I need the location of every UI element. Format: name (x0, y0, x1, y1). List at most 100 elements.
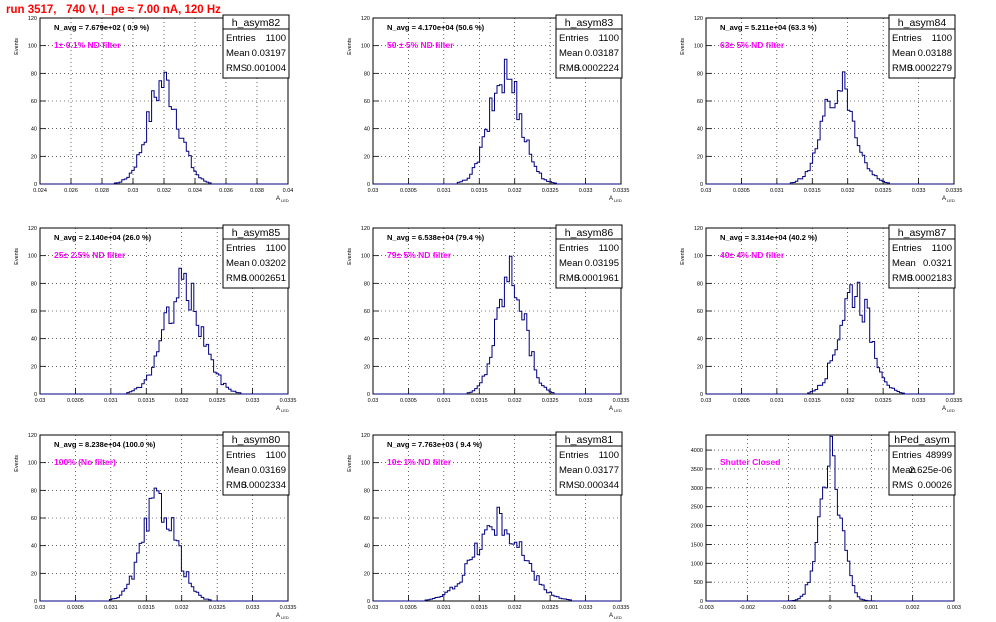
y-axis-label: Events (680, 38, 686, 55)
x-tick-label: 0.033 (579, 605, 593, 611)
panel-hPed_asym: 0 500 1000 1500 2000 2500 3000 3500 4000 -0.003 -0… (691, 431, 961, 611)
entries-label: Entries (559, 33, 589, 44)
rms-value: 0.001004 (246, 63, 286, 74)
stats-box (888, 431, 956, 496)
x-tick-label: 0.03 (701, 398, 712, 404)
x-tick-label: 0.038 (250, 188, 264, 194)
y-axis-label: Events (347, 38, 353, 55)
rms-value: 0.0002651 (241, 273, 286, 284)
x-tick-label: 0.028 (95, 188, 109, 194)
x-tick-label: 0.0315 (804, 188, 821, 194)
rms-label: RMS (559, 273, 580, 284)
x-tick-label: 0.0325 (875, 188, 892, 194)
histogram-name: h_asym80 (232, 434, 281, 446)
x-tick-label: 0.0315 (138, 398, 155, 404)
filter-label: 50 ± 5% ND filter (387, 40, 454, 50)
mean-value: 0.03177 (585, 465, 619, 476)
y-tick-label: 0 (700, 392, 703, 398)
entries-value: 1100 (932, 243, 952, 254)
histogram-name: h_asym84 (898, 17, 947, 29)
x-tick-label: 0.003 (947, 605, 961, 611)
x-tick-label: 0.03 (368, 605, 379, 611)
x-axis-label-subscript: LED (281, 408, 289, 413)
y-axis-label: Events (347, 455, 353, 472)
histogram-h_asym82 (40, 71, 288, 185)
y-axis-label: Events (680, 248, 686, 265)
x-tick-label: 0.0335 (946, 188, 963, 194)
y-tick-label: 20 (364, 571, 370, 577)
x-axis-label-subscript: LED (281, 615, 289, 620)
x-axis-label: A (609, 196, 613, 202)
y-tick-label: 100 (361, 461, 370, 467)
x-tick-label: 0.032 (841, 398, 855, 404)
rms-label: RMS (892, 63, 913, 74)
entries-value: 1100 (599, 243, 619, 254)
histogram-h_asym84 (706, 71, 954, 185)
histogram-h_asym87 (706, 281, 954, 395)
y-tick-label: 40 (31, 337, 37, 343)
navg-label: N_avg = 7.679e+02 ( 0.9 %) (54, 23, 150, 32)
x-tick-label: 0.024 (33, 188, 47, 194)
filter-label: 25± 2.5% ND filter (54, 250, 126, 260)
x-tick-label: 0.0335 (946, 398, 963, 404)
entries-label: Entries (226, 33, 256, 44)
histogram-h_asym80 (40, 487, 288, 602)
x-tick-label: 0.034 (188, 188, 202, 194)
mean-value: 0.03188 (918, 48, 952, 59)
x-tick-label: 0.0305 (400, 605, 417, 611)
rms-value: 0.0002183 (907, 273, 952, 284)
rms-value: 0.00026 (918, 480, 952, 491)
x-tick-label: 0.04 (283, 188, 294, 194)
x-tick-label: 0.033 (246, 398, 260, 404)
x-tick-label: 0.0305 (67, 398, 84, 404)
y-tick-label: 80 (364, 488, 370, 494)
mean-value: 2.625e-06 (909, 465, 952, 476)
panel-h_asym84: 0 20 40 60 80 100 120 0.03 0.0305 0.031 0.0315 0.03… (680, 14, 963, 203)
rms-value: 0.0002279 (907, 63, 952, 74)
entries-label: Entries (226, 450, 256, 461)
panel-h_asym80: 0 20 40 60 80 100 120 0.03 0.0305 0.031 0.0315 0.03… (14, 431, 296, 620)
entries-label: Entries (892, 243, 922, 254)
entries-value: 1100 (599, 33, 619, 44)
histogram-h_asym86 (373, 255, 621, 395)
y-tick-label: 4000 (691, 448, 703, 454)
x-axis-label-subscript: LED (281, 198, 289, 203)
mean-label: Mean (892, 465, 916, 476)
navg-label: N_avg = 6.538e+04 (79.4 %) (387, 233, 485, 242)
x-axis-label: A (276, 406, 280, 412)
y-tick-label: 60 (697, 309, 703, 315)
x-tick-label: 0.033 (579, 188, 593, 194)
y-tick-label: 60 (364, 309, 370, 315)
rms-label: RMS (226, 273, 247, 284)
y-tick-label: 40 (364, 127, 370, 133)
y-tick-label: 120 (28, 433, 37, 439)
y-tick-label: 20 (697, 364, 703, 370)
y-tick-label: 0 (367, 392, 370, 398)
y-tick-label: 20 (31, 571, 37, 577)
mean-value: 0.03187 (585, 48, 619, 59)
x-axis-label: A (276, 613, 280, 619)
rms-label: RMS (226, 63, 247, 74)
y-tick-label: 3500 (691, 467, 703, 473)
x-tick-label: 0.0315 (804, 398, 821, 404)
x-tick-label: 0.03 (701, 188, 712, 194)
histogram-name: h_asym87 (898, 227, 947, 239)
navg-label: N_avg = 7.763e+03 ( 9.4 %) (387, 440, 483, 449)
x-tick-label: 0.03 (368, 398, 379, 404)
mean-label: Mean (226, 48, 250, 59)
entries-label: Entries (892, 450, 922, 461)
y-axis-label: Events (14, 455, 20, 472)
y-tick-label: 40 (364, 337, 370, 343)
y-tick-label: 0 (367, 182, 370, 188)
histogram-name: h_asym86 (565, 227, 614, 239)
panel-h_asym86: 0 20 40 60 80 100 120 0.03 0.0305 0.031 0.0315 0.03… (347, 224, 629, 413)
y-tick-label: 60 (364, 516, 370, 522)
y-tick-label: 120 (28, 226, 37, 232)
y-tick-label: 40 (697, 337, 703, 343)
histogram-h_asym81 (373, 506, 621, 602)
y-tick-label: 0 (34, 182, 37, 188)
stats-box (888, 14, 956, 79)
x-axis-label-subscript: LED (614, 408, 622, 413)
y-axis-label: Events (14, 38, 20, 55)
